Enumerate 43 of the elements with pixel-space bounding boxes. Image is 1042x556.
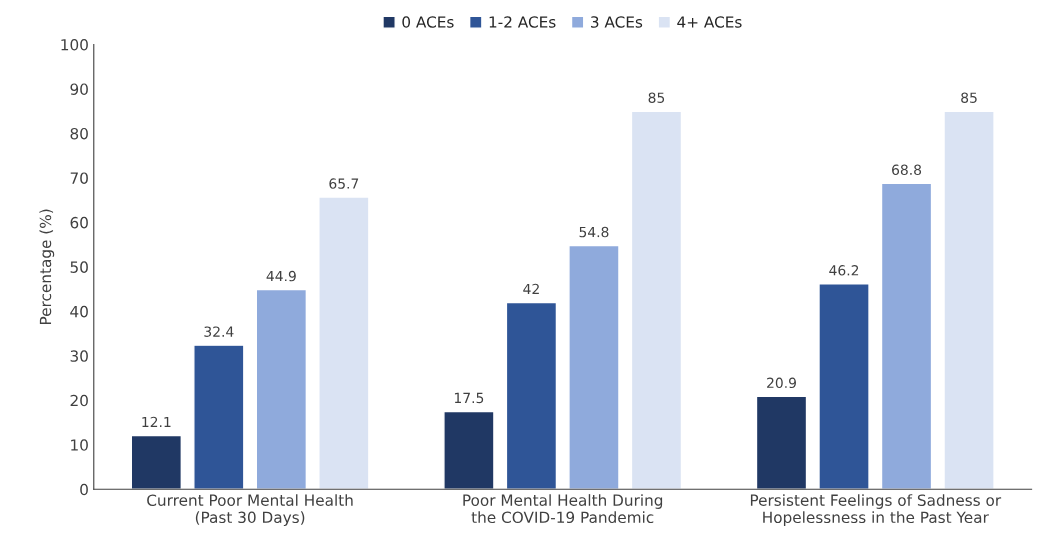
data-label: 54.8 (579, 226, 609, 238)
bar (568, 244, 620, 490)
y-tick-label: 30 (70, 350, 88, 362)
y-tick-label: 20 (70, 394, 88, 407)
bar (443, 410, 495, 490)
data-label: 42 (523, 283, 539, 295)
data-label: 20.9 (767, 377, 796, 389)
bar (318, 196, 370, 490)
bar (193, 344, 245, 490)
bar (755, 395, 808, 490)
data-label: 12.1 (142, 416, 171, 428)
bar (255, 288, 308, 490)
x-tick-label: Persistent Feelings of Sadness or Hopelessness in the Past Year (750, 494, 1002, 527)
data-label: 85 (648, 92, 665, 103)
data-label: 68.8 (892, 164, 922, 176)
data-label: 85 (961, 92, 977, 103)
y-axis-title: Percentage (%) (39, 209, 55, 324)
bar (943, 110, 995, 490)
legend-label: 4+ ACEs (677, 16, 742, 28)
y-tick-label: 70 (70, 172, 88, 184)
x-tick-label: Poor Mental Health During the COVID-19 Pandemic (463, 494, 663, 524)
y-tick-label: 80 (70, 127, 88, 140)
legend-label: 0 ACEs (402, 16, 454, 28)
y-tick-label: 40 (70, 305, 88, 318)
x-tick-label: Current Poor Mental Health (Past 30 Days) (147, 494, 353, 527)
bar (505, 301, 558, 490)
data-label: 44.9 (266, 270, 296, 282)
y-tick-label: 10 (71, 439, 88, 451)
y-tick-label: 100 (61, 38, 88, 51)
y-tick-label: 60 (70, 216, 88, 229)
data-label: 46.2 (829, 265, 859, 276)
data-label: 65.7 (329, 178, 359, 189)
bar (130, 434, 183, 490)
legend-label: 3 ACEs (591, 16, 643, 28)
bar (630, 110, 683, 490)
y-tick-label: 50 (70, 261, 88, 273)
y-tick-label: 90 (70, 83, 88, 95)
data-label: 17.5 (454, 392, 484, 404)
y-tick-label: 0 (80, 483, 88, 496)
bar (818, 283, 870, 490)
data-label: 32.4 (204, 326, 234, 337)
bar (880, 182, 933, 490)
legend-label: 1-2 ACEs (489, 16, 556, 28)
